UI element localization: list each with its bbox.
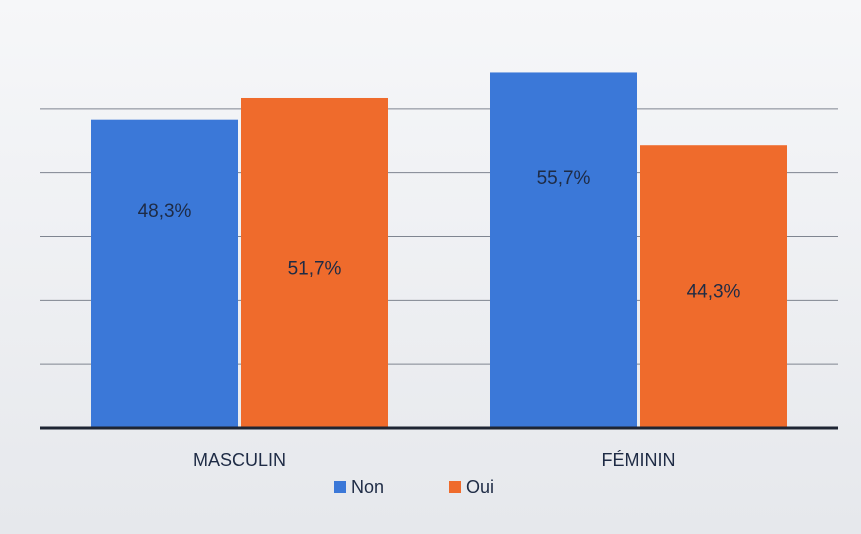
value-label: 44,3% xyxy=(687,281,741,302)
x-tick-label: FÉMININ xyxy=(602,450,676,470)
bar xyxy=(241,97,388,429)
value-label: 51,7% xyxy=(288,259,342,280)
legend-swatch xyxy=(449,481,461,493)
value-label: 55,7% xyxy=(537,168,591,189)
legend-label: Oui xyxy=(466,477,494,497)
value-label: 48,3% xyxy=(138,201,192,222)
bar xyxy=(490,72,637,428)
bar xyxy=(640,145,787,429)
bar xyxy=(91,119,238,428)
legend-label: Non xyxy=(351,477,384,497)
x-tick-label: MASCULIN xyxy=(193,450,286,470)
plot: 48,3% 51,7% 55,7% 44,3% xyxy=(91,72,787,429)
legend-swatch xyxy=(334,481,346,493)
